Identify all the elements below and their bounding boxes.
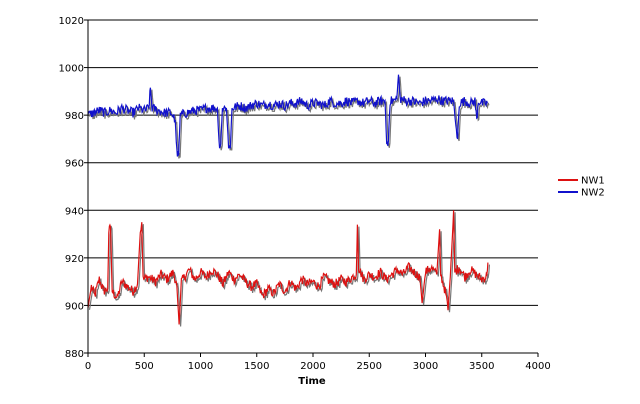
x-tick-label-1500: 1500 xyxy=(244,361,269,372)
tick-labels: 0 500 1000 1500 2000 2500 3000 3500 4000 880 900 92… xyxy=(59,16,551,372)
y-tick-label-880: 880 xyxy=(65,349,84,360)
y-tick-label-960: 960 xyxy=(65,159,84,170)
x-tick-label-2500: 2500 xyxy=(357,361,382,372)
series-shadows xyxy=(88,76,490,327)
axes xyxy=(87,20,538,354)
series-nw2-line xyxy=(87,74,488,157)
y-tick-label-900: 900 xyxy=(65,301,84,312)
grid-lines xyxy=(88,19,538,306)
y-tick-label-980: 980 xyxy=(65,111,84,122)
x-tick-label-1000: 1000 xyxy=(188,361,213,372)
y-tick-label-920: 920 xyxy=(65,254,84,265)
x-tick-label-3000: 3000 xyxy=(413,361,438,372)
legend-label-nw2: NW2 xyxy=(581,188,605,199)
series-lines xyxy=(87,74,489,325)
x-axis-label: Time xyxy=(298,376,326,387)
legend-label-nw1: NW1 xyxy=(581,176,605,187)
x-tick-label-2000: 2000 xyxy=(300,361,325,372)
x-tick-label-4000: 4000 xyxy=(525,361,550,372)
y-tick-label-940: 940 xyxy=(65,206,84,217)
y-tick-label-1000: 1000 xyxy=(59,64,84,75)
series-nw1-line xyxy=(87,210,489,325)
series-nw2-shadow xyxy=(88,76,490,159)
y-tick-label-1020: 1020 xyxy=(59,16,84,27)
x-tick-label-3500: 3500 xyxy=(469,361,494,372)
x-tick-label-500: 500 xyxy=(135,361,154,372)
x-tick-label-0: 0 xyxy=(85,361,91,372)
